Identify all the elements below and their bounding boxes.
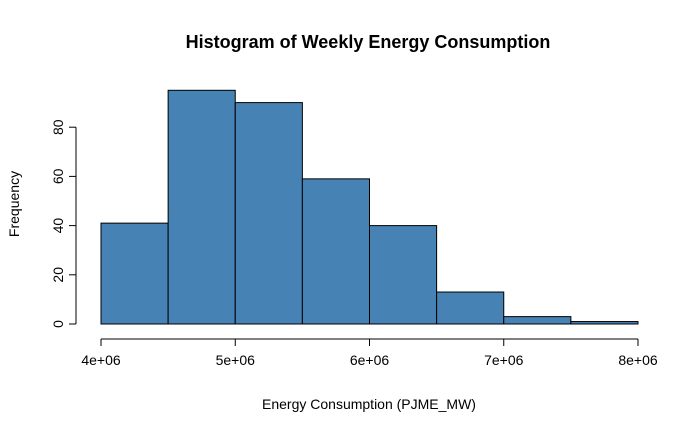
y-tick-label: 0	[50, 320, 66, 328]
x-axis: 4e+06 5e+06 6e+06 7e+06 8e+06	[81, 338, 658, 368]
histogram-bar-3	[234, 102, 303, 325]
x-tick-label: 7e+06	[484, 352, 524, 368]
y-tick-label: 20	[50, 267, 66, 283]
x-tick-label: 6e+06	[350, 352, 390, 368]
histogram-bar-5	[369, 225, 438, 325]
y-axis: 0 20 40 60 80	[50, 119, 77, 328]
chart-title: Histogram of Weekly Energy Consumption	[186, 32, 551, 52]
y-tick-label: 80	[50, 119, 66, 135]
x-tick-label: 5e+06	[216, 352, 256, 368]
x-tick-label: 4e+06	[81, 352, 121, 368]
y-tick-label: 60	[50, 168, 66, 184]
histogram-bar-8	[570, 321, 639, 325]
histogram-bar-6	[436, 291, 505, 325]
histogram-bar-2	[167, 89, 236, 325]
histogram-bar-4	[301, 178, 370, 325]
x-tick-label: 8e+06	[618, 352, 658, 368]
histogram-bar-7	[503, 316, 572, 325]
x-axis-label: Energy Consumption (PJME_MW)	[262, 396, 476, 412]
histogram-bars	[100, 89, 639, 325]
y-tick-label: 40	[50, 218, 66, 234]
histogram-bar-1	[100, 222, 169, 325]
y-axis-label: Frequency	[6, 171, 22, 237]
